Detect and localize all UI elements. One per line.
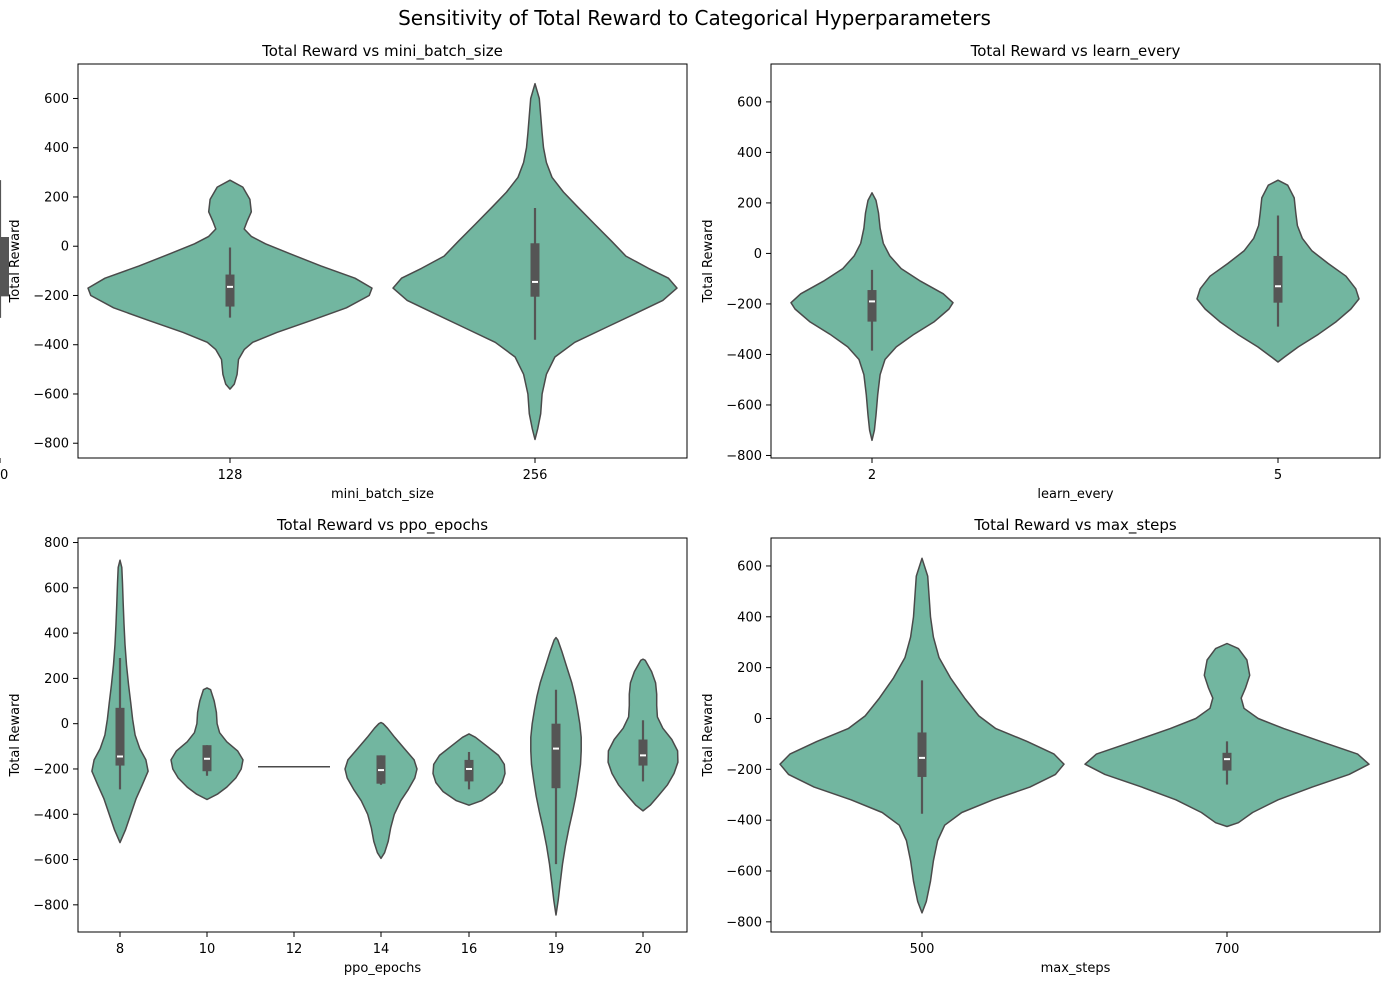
y-tick-label: 0 <box>61 240 69 255</box>
violin-10 <box>0 180 9 318</box>
violin-256 <box>392 82 678 441</box>
violin-19 <box>530 636 582 916</box>
axes-frame <box>77 537 688 933</box>
y-tick-label: 200 <box>44 672 69 687</box>
violin-iqr-box <box>0 237 9 297</box>
y-tick-label: 0 <box>754 247 762 262</box>
y-tick-label: −800 <box>726 449 762 464</box>
y-tick-label: −600 <box>726 864 762 879</box>
violin-16 <box>432 733 506 806</box>
y-tick-label: 200 <box>737 196 762 211</box>
violin-128 <box>87 179 373 390</box>
x-tick-label: 2 <box>868 468 876 483</box>
x-tick-label: 128 <box>218 468 243 483</box>
y-tick-label: 0 <box>61 717 69 732</box>
y-tick-label: −200 <box>33 762 69 777</box>
x-axis-label: mini_batch_size <box>331 487 434 502</box>
violin-iqr-box <box>115 707 125 766</box>
violin-10 <box>170 687 244 801</box>
subplot-title: Total Reward vs max_steps <box>973 516 1177 535</box>
violin-700 <box>1084 642 1370 828</box>
figure-title: Sensitivity of Total Reward to Categoric… <box>398 6 991 30</box>
violin-iqr-box <box>225 274 235 307</box>
x-tick-label: 14 <box>373 942 390 957</box>
violin-8 <box>91 559 149 844</box>
violin-iqr-box <box>917 732 927 777</box>
x-tick-label: 12 <box>286 942 303 957</box>
violin-body <box>1084 642 1370 828</box>
y-tick-label: 400 <box>44 627 69 642</box>
y-tick-label: −800 <box>726 915 762 930</box>
y-tick-label: 600 <box>737 559 762 574</box>
x-tick-label: 16 <box>461 942 478 957</box>
y-tick-label: −400 <box>726 814 762 829</box>
y-tick-label: 600 <box>44 92 69 107</box>
x-tick-label: 5 <box>1274 468 1282 483</box>
y-tick-label: 800 <box>44 536 69 551</box>
violin-iqr-box <box>1273 255 1283 303</box>
y-tick-label: −800 <box>33 898 69 913</box>
violin-iqr-box <box>638 739 648 766</box>
x-tick-label: 500 <box>910 942 935 957</box>
y-tick-label: 600 <box>737 95 762 110</box>
x-tick-label: 8 <box>116 942 124 957</box>
violin-20 <box>607 658 679 812</box>
x-tick-label: 19 <box>548 942 565 957</box>
violin-500 <box>779 557 1065 914</box>
y-tick-label: 0 <box>754 712 762 727</box>
subplot-ppo-epochs: −800 −600 −400 −200 0 200 400 600 800 8 10 12 14 16 19… <box>8 516 688 976</box>
y-tick-label: −600 <box>33 387 69 402</box>
y-tick-label: −600 <box>33 853 69 868</box>
y-tick-label: −200 <box>726 297 762 312</box>
y-tick-label: 600 <box>44 581 69 596</box>
y-tick-label: 200 <box>737 661 762 676</box>
subplot-title: Total Reward vs mini_batch_size <box>261 42 503 61</box>
subplot-max-steps: −800 −600 −400 −200 0 200 400 600 500 700 Total Re… <box>701 516 1381 976</box>
y-axis-label: Total Reward <box>701 694 716 778</box>
y-tick-label: 400 <box>44 141 69 156</box>
violin-14 <box>344 721 418 860</box>
violin-iqr-box <box>464 759 474 782</box>
violin-iqr-box <box>867 290 877 322</box>
y-tick-label: −200 <box>726 763 762 778</box>
y-tick-label: −600 <box>726 398 762 413</box>
violin-iqr-box <box>1222 752 1232 771</box>
subplot-title: Total Reward vs ppo_epochs <box>276 516 488 535</box>
subplot-mini-batch-size: −800 −600 −400 −200 0 200 400 600 128 256 Total Re… <box>8 42 688 502</box>
y-axis-label: Total Reward <box>8 220 23 304</box>
x-axis-label: learn_every <box>1037 487 1113 502</box>
y-tick-label: −400 <box>33 338 69 353</box>
violin-body <box>344 721 418 860</box>
axes-frame <box>770 63 1381 459</box>
y-axis-label: Total Reward <box>8 694 23 778</box>
x-tick-label: 10 <box>0 468 8 483</box>
y-tick-label: −800 <box>33 437 69 452</box>
x-axis-label: ppo_epochs <box>344 961 422 976</box>
y-tick-label: 400 <box>737 610 762 625</box>
y-tick-label: 200 <box>44 190 69 205</box>
subplot-learn-every: −800 −600 −400 −200 0 200 400 600 2 5 10 Total Rewa… <box>0 42 1381 502</box>
x-tick-label: 256 <box>523 468 548 483</box>
violin-iqr-box <box>530 243 540 297</box>
x-tick-label: 700 <box>1215 942 1240 957</box>
violin-iqr-box <box>551 723 561 789</box>
violin-body <box>170 687 244 801</box>
y-tick-label: −200 <box>33 289 69 304</box>
violin-2 <box>790 192 954 442</box>
y-tick-label: 400 <box>737 146 762 161</box>
axes-frame <box>770 537 1381 933</box>
x-axis-label: max_steps <box>1041 961 1111 976</box>
axes-frame <box>77 63 688 459</box>
y-tick-label: −400 <box>726 348 762 363</box>
subplot-title: Total Reward vs learn_every <box>970 42 1181 61</box>
y-tick-label: −400 <box>33 808 69 823</box>
y-axis-label: Total Reward <box>701 220 716 304</box>
x-tick-label: 20 <box>635 942 652 957</box>
x-tick-label: 10 <box>199 942 216 957</box>
violin-5 <box>1196 179 1360 363</box>
